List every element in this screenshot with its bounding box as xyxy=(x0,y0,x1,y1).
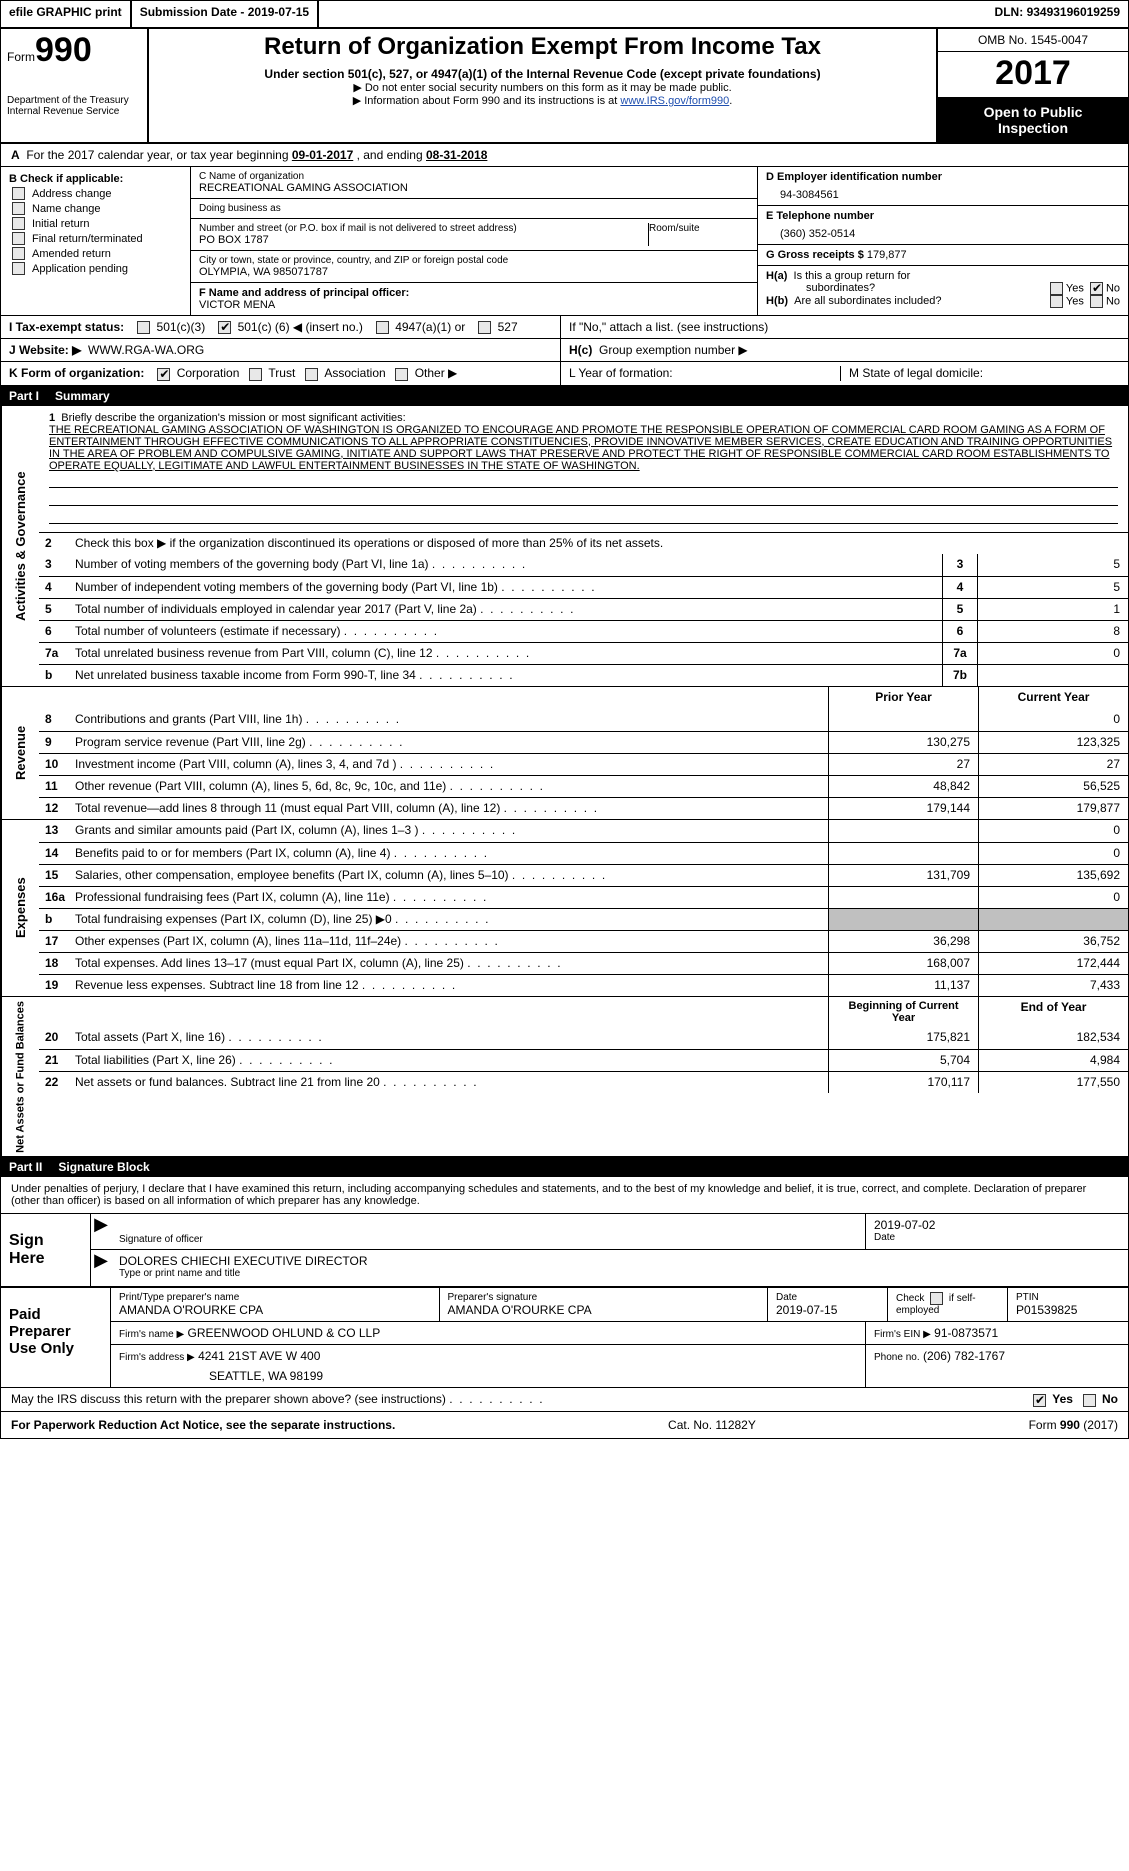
website: WWW.RGA-WA.ORG xyxy=(88,343,204,357)
part2-bar: Part IISignature Block xyxy=(1,1157,1128,1177)
col-C: C Name of organizationRECREATIONAL GAMIN… xyxy=(191,167,758,315)
table-rev: Revenue Prior YearCurrent Year 8Contribu… xyxy=(1,687,1128,820)
col-DEG: D Employer identification number94-30845… xyxy=(758,167,1128,315)
table-row: 8Contributions and grants (Part VIII, li… xyxy=(39,709,1128,731)
table-row: bNet unrelated business taxable income f… xyxy=(39,664,1128,686)
side-exp: Expenses xyxy=(1,820,39,996)
ein: 94-3084561 xyxy=(766,183,1120,201)
paid-preparer-block: Paid Preparer Use Only Print/Type prepar… xyxy=(1,1288,1128,1388)
row-K: K Form of organization: Corporation Trus… xyxy=(1,362,1128,385)
table-na: Net Assets or Fund Balances Beginning of… xyxy=(1,997,1128,1158)
form-title: Return of Organization Exempt From Incom… xyxy=(159,33,926,61)
cb-initial-return[interactable] xyxy=(12,217,25,230)
sign-here-block: Sign Here ▶ Signature of officer 2019-07… xyxy=(1,1214,1128,1288)
table-row: 19Revenue less expenses. Subtract line 1… xyxy=(39,974,1128,996)
row-A: A For the 2017 calendar year, or tax yea… xyxy=(1,144,1128,167)
form-990-page: efile GRAPHIC print Submission Date - 20… xyxy=(0,0,1129,1439)
cb-amended[interactable] xyxy=(12,247,25,260)
dln: DLN: 93493196019259 xyxy=(987,1,1128,27)
side-ag: Activities & Governance xyxy=(1,406,39,686)
cb-hb-yes[interactable] xyxy=(1050,295,1063,308)
side-rev: Revenue xyxy=(1,687,39,819)
header-row: Form990 Department of the Treasury Inter… xyxy=(1,29,1128,144)
cb-501c[interactable] xyxy=(218,321,231,334)
table-row: 4Number of independent voting members of… xyxy=(39,576,1128,598)
street: PO BOX 1787 xyxy=(199,234,648,246)
cb-4947[interactable] xyxy=(376,321,389,334)
topbar: efile GRAPHIC print Submission Date - 20… xyxy=(1,1,1128,29)
table-row: 12Total revenue—add lines 8 through 11 (… xyxy=(39,797,1128,819)
cb-discuss-yes[interactable] xyxy=(1033,1394,1046,1407)
cb-501c3[interactable] xyxy=(137,321,150,334)
cb-address-change[interactable] xyxy=(12,187,25,200)
submission-date: Submission Date - 2019-07-15 xyxy=(132,1,319,27)
footer: For Paperwork Reduction Act Notice, see … xyxy=(1,1412,1128,1438)
officer-signature: DOLORES CHIECHI EXECUTIVE DIRECTOR xyxy=(119,1254,1120,1268)
cb-final-return[interactable] xyxy=(12,232,25,245)
phone: (360) 352-0514 xyxy=(766,222,1120,240)
row-I: I Tax-exempt status: 501(c)(3) 501(c) (6… xyxy=(1,316,1128,339)
table-row: 10Investment income (Part VIII, column (… xyxy=(39,753,1128,775)
cb-trust[interactable] xyxy=(249,368,262,381)
cb-ha-no[interactable] xyxy=(1090,282,1103,295)
table-row: 9Program service revenue (Part VIII, lin… xyxy=(39,731,1128,753)
irs-link[interactable]: www.IRS.gov/form990 xyxy=(620,95,729,107)
title-block: Return of Organization Exempt From Incom… xyxy=(149,29,938,142)
cb-corp[interactable] xyxy=(157,368,170,381)
form-id-block: Form990 Department of the Treasury Inter… xyxy=(1,29,149,142)
table-row: 16aProfessional fundraising fees (Part I… xyxy=(39,886,1128,908)
year-block: OMB No. 1545-0047 2017 Open to PublicIns… xyxy=(938,29,1128,142)
cb-self-employed[interactable] xyxy=(930,1292,943,1305)
side-na: Net Assets or Fund Balances xyxy=(1,997,39,1157)
cb-assoc[interactable] xyxy=(305,368,318,381)
table-row: bTotal fundraising expenses (Part IX, co… xyxy=(39,908,1128,930)
cb-app-pending[interactable] xyxy=(12,262,25,275)
cb-other[interactable] xyxy=(395,368,408,381)
table-row: 17Other expenses (Part IX, column (A), l… xyxy=(39,930,1128,952)
table-row: 13Grants and similar amounts paid (Part … xyxy=(39,820,1128,842)
table-row: 5Total number of individuals employed in… xyxy=(39,598,1128,620)
table-row: 6Total number of volunteers (estimate if… xyxy=(39,620,1128,642)
part1-bar: Part ISummary xyxy=(1,386,1128,406)
table-row: 11Other revenue (Part VIII, column (A), … xyxy=(39,775,1128,797)
table-exp: Expenses 13Grants and similar amounts pa… xyxy=(1,820,1128,997)
table-row: 7aTotal unrelated business revenue from … xyxy=(39,642,1128,664)
efile-label: efile GRAPHIC print xyxy=(1,1,132,27)
cb-name-change[interactable] xyxy=(12,202,25,215)
table-row: 15Salaries, other compensation, employee… xyxy=(39,864,1128,886)
org-name: RECREATIONAL GAMING ASSOCIATION xyxy=(199,182,749,194)
table-row: 22Net assets or fund balances. Subtract … xyxy=(39,1071,1128,1093)
cb-527[interactable] xyxy=(478,321,491,334)
officer-name: VICTOR MENA xyxy=(199,299,749,311)
table-row: 3Number of voting members of the governi… xyxy=(39,554,1128,576)
table-row: 14Benefits paid to or for members (Part … xyxy=(39,842,1128,864)
declaration: Under penalties of perjury, I declare th… xyxy=(1,1177,1128,1214)
cb-ha-yes[interactable] xyxy=(1050,282,1063,295)
table-row: 18Total expenses. Add lines 13–17 (must … xyxy=(39,952,1128,974)
gross-receipts: 179,877 xyxy=(867,249,907,261)
table-ag: Activities & Governance 1 Briefly descri… xyxy=(1,406,1128,687)
row-J: J Website: ▶ WWW.RGA-WA.ORG H(c) Group e… xyxy=(1,339,1128,362)
city: OLYMPIA, WA 985071787 xyxy=(199,266,749,278)
table-row: 21Total liabilities (Part X, line 26)5,7… xyxy=(39,1049,1128,1071)
section-BCDEFG: B Check if applicable: Address change Na… xyxy=(1,167,1128,316)
discuss-row: May the IRS discuss this return with the… xyxy=(1,1388,1128,1411)
col-B: B Check if applicable: Address change Na… xyxy=(1,167,191,315)
cb-discuss-no[interactable] xyxy=(1083,1394,1096,1407)
table-row: 20Total assets (Part X, line 16)175,8211… xyxy=(39,1027,1128,1049)
mission-text: THE RECREATIONAL GAMING ASSOCIATION OF W… xyxy=(49,424,1118,472)
cb-hb-no[interactable] xyxy=(1090,295,1103,308)
